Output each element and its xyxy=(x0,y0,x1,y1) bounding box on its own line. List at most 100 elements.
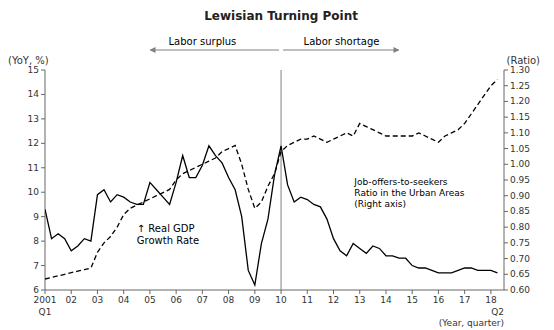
y-tick xyxy=(41,70,45,71)
chart: 2001020304050607080910111213141516171867… xyxy=(0,0,554,330)
y-tick-label: 11 xyxy=(28,163,39,173)
y-tick-label: 12 xyxy=(28,138,39,148)
annotation: Labor shortage xyxy=(304,36,380,47)
x-tick xyxy=(228,290,229,294)
x-tick-label: 02 xyxy=(66,295,77,305)
y2-tick xyxy=(504,85,508,86)
y2-tick xyxy=(504,290,508,291)
x-tick xyxy=(412,290,413,294)
x-tick xyxy=(254,290,255,294)
y2-tick-label: 0.60 xyxy=(510,285,530,295)
y2-tick xyxy=(504,242,508,243)
y-tick-label: 8 xyxy=(33,236,39,246)
x-tick xyxy=(123,290,124,294)
x-tick xyxy=(176,290,177,294)
x-tick xyxy=(464,290,465,294)
x-tick xyxy=(359,290,360,294)
arrow-left xyxy=(150,50,279,51)
x-tick-label: 17 xyxy=(459,295,470,305)
x-axis-label: (Year, quarter) xyxy=(439,318,504,328)
x-tick xyxy=(97,290,98,294)
y-tick xyxy=(41,265,45,266)
y2-tick-label: 0.80 xyxy=(510,222,530,232)
annotation: Q2 xyxy=(491,307,504,317)
y-tick xyxy=(41,216,45,217)
turning-point-line xyxy=(281,70,282,290)
y2-tick xyxy=(504,101,508,102)
y2-tick xyxy=(504,211,508,212)
title: Lewisian Turning Point xyxy=(204,9,358,23)
x-tick xyxy=(149,290,150,294)
y-tick xyxy=(41,94,45,95)
y2-tick-label: 0.65 xyxy=(510,269,530,279)
y-tick xyxy=(41,118,45,119)
y2-tick-label: 1.10 xyxy=(510,128,530,138)
y-tick-label: 14 xyxy=(28,89,40,99)
y-tick-label: 7 xyxy=(33,261,39,271)
y-tick-label: 6 xyxy=(33,285,39,295)
y-tick-label: 10 xyxy=(28,187,40,197)
annotation: ↑ Real GDPGrowth Rate xyxy=(137,223,199,246)
y-tick xyxy=(41,241,45,242)
y2-axis-label: (Ratio) xyxy=(507,55,541,66)
x-axis-line xyxy=(45,290,504,291)
y2-tick-label: 0.95 xyxy=(510,175,530,185)
y2-tick-label: 1.00 xyxy=(510,159,530,169)
x-tick-label: 04 xyxy=(118,295,130,305)
y2-tick-label: 0.85 xyxy=(510,206,530,216)
y2-tick-label: 1.05 xyxy=(510,144,530,154)
x-tick-label: 11 xyxy=(302,295,313,305)
y2-tick-label: 0.70 xyxy=(510,254,530,264)
x-tick xyxy=(385,290,386,294)
series-line xyxy=(45,79,497,279)
x-tick-label: 12 xyxy=(328,295,339,305)
y2-tick-label: 1.25 xyxy=(510,81,530,91)
x-tick-label: 05 xyxy=(144,295,155,305)
x-tick xyxy=(438,290,439,294)
y-tick xyxy=(41,192,45,193)
x-tick-label: 06 xyxy=(170,295,182,305)
y2-tick-label: 1.30 xyxy=(510,65,530,75)
y-axis-line xyxy=(45,70,46,290)
y2-tick-label: 0.75 xyxy=(510,238,530,248)
x-tick-label: 09 xyxy=(249,295,261,305)
y-tick xyxy=(41,143,45,144)
annotation: Job-offers-to-seekersRatio in the Urban … xyxy=(353,177,464,209)
series-line xyxy=(45,146,497,285)
x-tick-label: 18 xyxy=(485,295,497,305)
y2-tick-label: 0.90 xyxy=(510,191,530,201)
arrow-right xyxy=(283,50,399,51)
x-tick xyxy=(490,290,491,294)
y-tick xyxy=(41,167,45,168)
annotation: Labor surplus xyxy=(169,36,237,47)
x-tick xyxy=(202,290,203,294)
y2-tick xyxy=(504,132,508,133)
x-tick xyxy=(71,290,72,294)
y2-tick xyxy=(504,274,508,275)
x-tick xyxy=(307,290,308,294)
y2-tick xyxy=(504,258,508,259)
y2-tick xyxy=(504,117,508,118)
y-tick-label: 13 xyxy=(28,114,39,124)
annotation: Q1 xyxy=(39,307,52,317)
y-axis-label: (YoY, %) xyxy=(8,55,49,66)
x-tick xyxy=(281,290,282,294)
x-tick-label: 15 xyxy=(406,295,417,305)
y2-tick xyxy=(504,164,508,165)
y2-tick-label: 1.15 xyxy=(510,112,530,122)
x-tick-label: 03 xyxy=(92,295,103,305)
y-tick xyxy=(41,290,45,291)
y2-tick-label: 1.20 xyxy=(510,96,530,106)
x-tick-label: 08 xyxy=(223,295,235,305)
plot-area xyxy=(45,70,497,290)
y2-tick xyxy=(504,227,508,228)
x-tick-label: 16 xyxy=(433,295,445,305)
x-tick-label: 07 xyxy=(197,295,208,305)
y2-tick xyxy=(504,180,508,181)
y-tick-label: 9 xyxy=(33,212,39,222)
y2-tick xyxy=(504,70,508,71)
x-tick-label: 14 xyxy=(380,295,392,305)
y2-tick xyxy=(504,148,508,149)
y2-tick xyxy=(504,195,508,196)
x-tick-label: 10 xyxy=(275,295,287,305)
